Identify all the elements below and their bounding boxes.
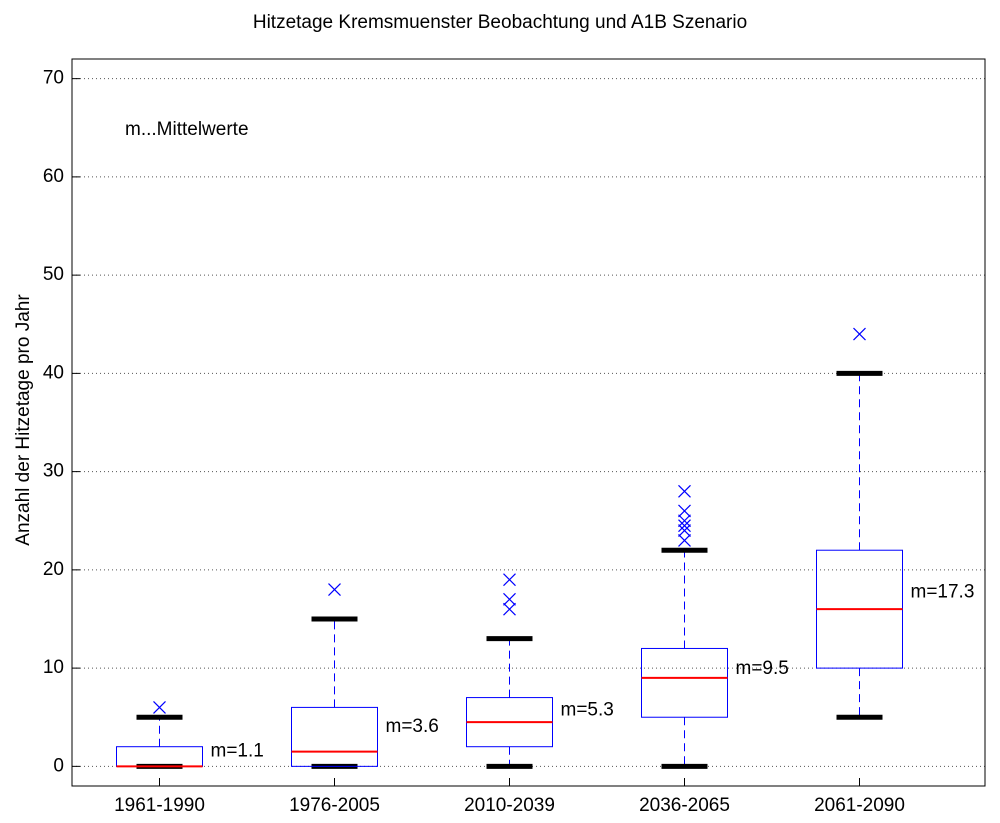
- mean-label: m=5.3: [561, 699, 614, 720]
- mean-label: m=17.3: [911, 581, 975, 602]
- box: [641, 647, 728, 718]
- outlier: [503, 592, 516, 606]
- outlier: [678, 504, 691, 518]
- outlier: [503, 573, 516, 587]
- chart-title: Hitzetage Kremsmuenster Beobachtung und …: [253, 12, 747, 33]
- y-tick-label: 50: [43, 264, 64, 285]
- y-tick-label: 40: [43, 362, 64, 383]
- y-tick-label: 70: [43, 68, 64, 89]
- y-tick-label: 60: [43, 166, 64, 187]
- x-tick-label: 2010-2039: [464, 795, 555, 816]
- mean-label: m=9.5: [736, 658, 789, 679]
- outlier: [853, 327, 866, 341]
- annotation: m...Mittelwerte: [125, 119, 249, 140]
- outlier: [678, 533, 691, 547]
- outlier: [678, 524, 691, 537]
- y-tick-label: 0: [53, 755, 64, 776]
- outlier: [328, 583, 341, 596]
- x-tick-label: 2036-2065: [639, 795, 730, 816]
- mean-label: m=3.6: [386, 716, 439, 737]
- y-axis-label: Anzahl der Hitzetage pro Jahr: [13, 294, 34, 546]
- outlier: [678, 519, 691, 533]
- outlier: [503, 602, 516, 616]
- box: [291, 706, 378, 767]
- outlier: [678, 514, 691, 528]
- y-tick-label: 10: [43, 657, 64, 678]
- outlier: [678, 484, 691, 498]
- mean-label: m=1.1: [211, 741, 264, 762]
- plot-frame: [71, 58, 986, 787]
- x-tick-label: 2061-2090: [814, 795, 905, 816]
- x-tick-label: 1976-2005: [289, 795, 380, 816]
- y-tick-label: 20: [43, 559, 64, 580]
- x-tick-label: 1961-1990: [114, 795, 205, 816]
- outlier: [153, 700, 166, 714]
- y-tick-label: 30: [43, 461, 64, 482]
